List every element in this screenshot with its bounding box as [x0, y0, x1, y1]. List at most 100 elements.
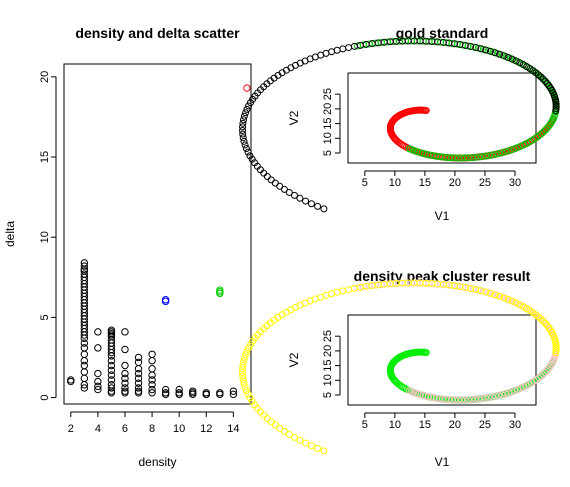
- data-point: [302, 197, 310, 205]
- x-tick-label: 30: [509, 177, 521, 189]
- data-point: [464, 396, 472, 404]
- data-point: [314, 444, 322, 452]
- data-point: [541, 126, 549, 134]
- data-point: [500, 52, 508, 60]
- data-point: [246, 99, 254, 107]
- data-point: [552, 349, 560, 357]
- data-point: [148, 376, 156, 384]
- data-point: [545, 324, 553, 332]
- data-point: [243, 105, 251, 113]
- data-point: [260, 169, 268, 177]
- data-point: [501, 390, 509, 398]
- data-point: [121, 389, 129, 397]
- data-point: [491, 291, 499, 299]
- data-point: [523, 63, 531, 71]
- data-point: [239, 119, 247, 127]
- data-point: [242, 145, 250, 153]
- data-point: [245, 102, 253, 110]
- data-point: [508, 297, 516, 305]
- chart-title: density peak cluster result: [354, 268, 531, 284]
- chart-title: gold standard: [396, 25, 489, 41]
- data-point: [263, 173, 271, 181]
- data-point: [80, 262, 89, 270]
- data-point: [511, 145, 519, 153]
- data-point: [552, 105, 560, 113]
- data-point: [189, 390, 197, 399]
- data-point: [458, 396, 466, 404]
- data-point: [535, 374, 543, 382]
- x-tick-label: 5: [362, 177, 368, 189]
- data-point: [468, 396, 476, 404]
- data-point: [454, 154, 462, 162]
- data-point: [202, 390, 210, 399]
- data-point: [241, 383, 249, 391]
- data-point: [496, 50, 504, 58]
- data-point: [552, 347, 560, 355]
- x-tick-label: 15: [419, 419, 431, 431]
- data-point: [461, 283, 469, 291]
- data-point: [500, 294, 508, 302]
- data-point: [148, 385, 156, 394]
- data-point: [107, 384, 116, 392]
- y-tick-label: 10: [39, 231, 51, 243]
- data-point: [516, 59, 524, 67]
- data-point: [516, 301, 524, 309]
- data-point: [241, 141, 249, 149]
- y-axis: 0 5 10 15 20: [39, 71, 57, 401]
- y-tick-label: 0: [39, 395, 51, 401]
- data-point: [508, 146, 516, 154]
- data-point: [504, 295, 512, 303]
- x-tick-label: 6: [122, 423, 128, 435]
- data-point: [240, 358, 248, 366]
- data-point: [482, 46, 490, 54]
- x-axis: 5 10 15 20 25 30: [362, 170, 521, 189]
- data-point: [539, 128, 547, 136]
- data-point: [461, 41, 469, 49]
- data-point: [267, 176, 275, 184]
- data-point: [482, 288, 490, 296]
- data-point: [488, 151, 496, 159]
- data-point: [508, 388, 516, 396]
- x-axis: 5 10 15 20 25 30: [362, 412, 521, 431]
- data-point: [290, 433, 298, 441]
- data-point: [263, 415, 271, 423]
- data-point: [539, 370, 547, 378]
- data-point: [94, 382, 102, 391]
- data-point: [468, 154, 476, 162]
- series-2: [239, 37, 560, 213]
- data-point: [345, 286, 353, 294]
- data-point: [243, 347, 251, 355]
- data-point: [134, 369, 143, 378]
- data-point: [504, 53, 512, 61]
- data-point: [485, 152, 493, 160]
- data-point: [244, 390, 252, 398]
- x-tick-label: 20: [449, 419, 461, 431]
- data-point: [399, 141, 407, 149]
- data-point: [229, 390, 238, 399]
- data-point: [239, 365, 247, 373]
- data-point: [242, 351, 250, 359]
- series-3: [243, 84, 251, 92]
- data-point: [296, 436, 304, 444]
- data-point: [121, 374, 129, 383]
- data-point: [501, 148, 509, 156]
- data-point: [399, 383, 407, 391]
- data-point: [260, 411, 268, 419]
- data-point: [485, 394, 493, 402]
- series-1: [353, 37, 560, 162]
- x-axis-label: density: [138, 455, 176, 469]
- data-point: [80, 331, 89, 339]
- data-point: [519, 61, 527, 69]
- data-point: [486, 47, 494, 55]
- data-point: [353, 284, 361, 292]
- data-point: [80, 381, 89, 389]
- data-point: [290, 191, 298, 199]
- data-point: [161, 296, 170, 304]
- data-point: [333, 46, 341, 54]
- data-point: [475, 153, 483, 161]
- data-point: [107, 352, 116, 360]
- data-point: [107, 357, 116, 365]
- x-tick-label: 2: [68, 423, 74, 435]
- data-point: [498, 149, 506, 157]
